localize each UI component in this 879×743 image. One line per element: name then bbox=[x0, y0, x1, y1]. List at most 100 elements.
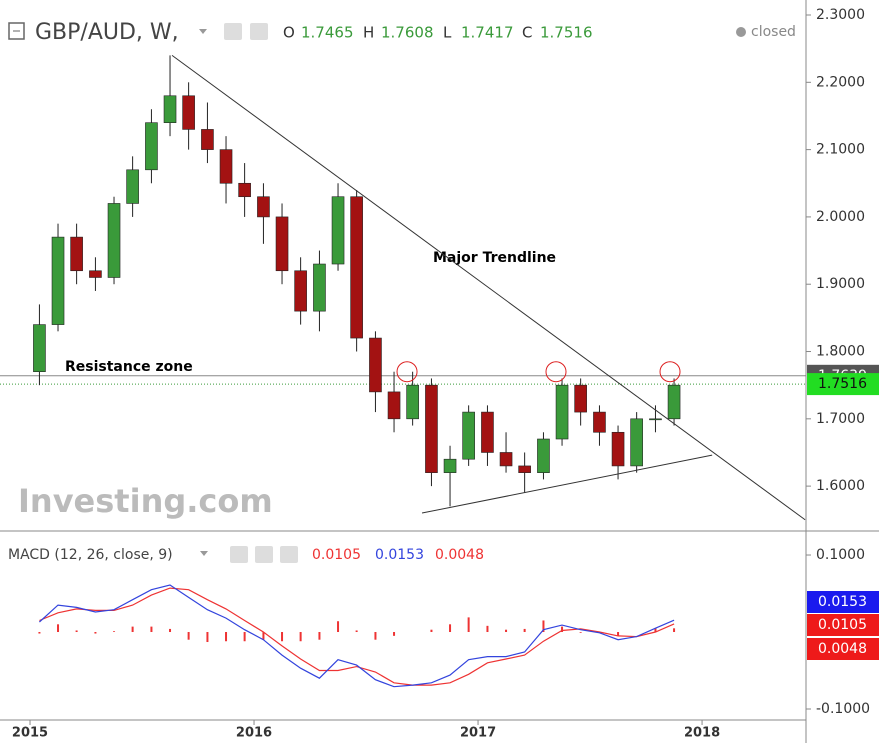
candle-body bbox=[294, 270, 307, 312]
ohlc-label: H bbox=[363, 24, 374, 42]
watermark: Investing.com bbox=[18, 482, 273, 520]
candle-body bbox=[518, 465, 531, 473]
symbol-icon[interactable] bbox=[8, 22, 25, 40]
histogram-bar bbox=[150, 626, 153, 633]
y-tick-label: 1.7000 bbox=[816, 411, 865, 427]
histogram-bar bbox=[262, 632, 265, 640]
indicator-value: 0.0153 bbox=[375, 547, 424, 563]
candle-body bbox=[257, 196, 270, 218]
y-tick-label: 2.1000 bbox=[816, 142, 865, 158]
price-badge bbox=[807, 614, 879, 636]
ohlc-label: O bbox=[283, 24, 295, 42]
ohlc-label: C bbox=[522, 24, 532, 42]
status-dot bbox=[736, 27, 746, 37]
indicator-value: 0.0048 bbox=[435, 547, 484, 563]
candle-body bbox=[537, 438, 550, 473]
highlight-circle bbox=[396, 361, 418, 383]
histogram-bar bbox=[523, 628, 526, 633]
candle-body bbox=[406, 384, 419, 420]
candle-body bbox=[667, 384, 681, 420]
price-badge bbox=[807, 373, 879, 396]
candle-body bbox=[574, 384, 587, 413]
histogram-bar bbox=[654, 628, 657, 633]
candle-body bbox=[275, 216, 289, 272]
settings-icon[interactable] bbox=[255, 546, 273, 563]
histogram-bar bbox=[355, 630, 358, 633]
histogram-bar bbox=[318, 632, 321, 640]
trendline bbox=[421, 454, 713, 514]
candle-body bbox=[313, 263, 326, 312]
price-badge bbox=[807, 638, 879, 660]
histogram-bar bbox=[486, 625, 489, 633]
x-tick-label: 2018 bbox=[684, 726, 720, 741]
ohlc-value: 1.7465 bbox=[301, 24, 354, 42]
candle-body bbox=[238, 182, 251, 198]
histogram-bar bbox=[113, 631, 116, 633]
x-tick-label: 2017 bbox=[460, 726, 496, 741]
y-tick-label: 2.0000 bbox=[816, 209, 865, 225]
dropdown-caret[interactable] bbox=[199, 29, 207, 34]
histogram-bar bbox=[505, 629, 508, 633]
indicator-title: MACD (12, 26, close, 9) bbox=[8, 547, 173, 563]
market-status: closed bbox=[751, 24, 796, 40]
candle-body bbox=[163, 95, 177, 123]
candle-body bbox=[369, 337, 382, 393]
y-tick-label: 1.8000 bbox=[816, 344, 865, 360]
histogram-bar bbox=[281, 632, 284, 642]
histogram-bar bbox=[169, 628, 172, 633]
candle-body bbox=[593, 411, 606, 433]
histogram-bar bbox=[131, 626, 134, 633]
chart-title: GBP/AUD, W, bbox=[35, 20, 179, 45]
candle-body bbox=[350, 196, 363, 339]
histogram-bar bbox=[94, 632, 97, 634]
candle-body bbox=[126, 169, 139, 204]
price-badge-label: 0.0048 bbox=[818, 641, 867, 657]
histogram-bar bbox=[187, 632, 190, 640]
candle-body bbox=[462, 411, 475, 460]
close-icon[interactable] bbox=[280, 546, 298, 563]
y-tick-label: 2.3000 bbox=[816, 7, 865, 23]
histogram-bar bbox=[75, 630, 78, 633]
y-tick-label: -0.1000 bbox=[816, 701, 870, 717]
candle-body bbox=[387, 391, 401, 420]
histogram-bar bbox=[57, 624, 60, 633]
trendline bbox=[171, 54, 806, 521]
y-tick-label: 1.9000 bbox=[816, 276, 865, 292]
histogram-bar bbox=[449, 624, 452, 633]
candle-body bbox=[70, 236, 83, 272]
highlight-circle bbox=[545, 361, 567, 383]
candle-body bbox=[219, 149, 233, 184]
price-badge-label: 0.0105 bbox=[818, 617, 867, 633]
settings-icon[interactable] bbox=[250, 23, 268, 40]
candle-body bbox=[630, 418, 643, 467]
annotation: Major Trendline bbox=[433, 250, 556, 266]
candle-body bbox=[182, 95, 195, 130]
histogram-bar bbox=[673, 628, 676, 633]
histogram-bar bbox=[617, 632, 620, 636]
signal-line bbox=[39, 587, 675, 686]
y-tick-label: 2.2000 bbox=[816, 74, 865, 90]
histogram-bar bbox=[337, 621, 340, 633]
ohlc-value: 1.7516 bbox=[540, 24, 593, 42]
candle-body bbox=[33, 324, 46, 373]
candle-body bbox=[481, 411, 494, 453]
highlight-circle bbox=[659, 361, 681, 383]
y-tick-label: 1.6000 bbox=[816, 478, 865, 494]
candle-body bbox=[89, 270, 102, 278]
histogram-bar bbox=[243, 632, 246, 642]
macd-line bbox=[38, 584, 675, 688]
x-tick-label: 2015 bbox=[12, 726, 48, 741]
indicator-value: 0.0105 bbox=[312, 547, 361, 563]
dropdown-caret[interactable] bbox=[200, 551, 208, 556]
x-tick-label: 2016 bbox=[236, 726, 272, 741]
histogram-bar bbox=[393, 632, 396, 636]
histogram-bar bbox=[467, 617, 470, 633]
eye-icon[interactable] bbox=[224, 23, 242, 40]
histogram-bar bbox=[206, 632, 209, 643]
candle-body bbox=[201, 129, 214, 150]
ohlc-value: 1.7417 bbox=[461, 24, 514, 42]
price-badge-label: 0.0153 bbox=[818, 594, 867, 610]
eye-icon[interactable] bbox=[230, 546, 248, 563]
